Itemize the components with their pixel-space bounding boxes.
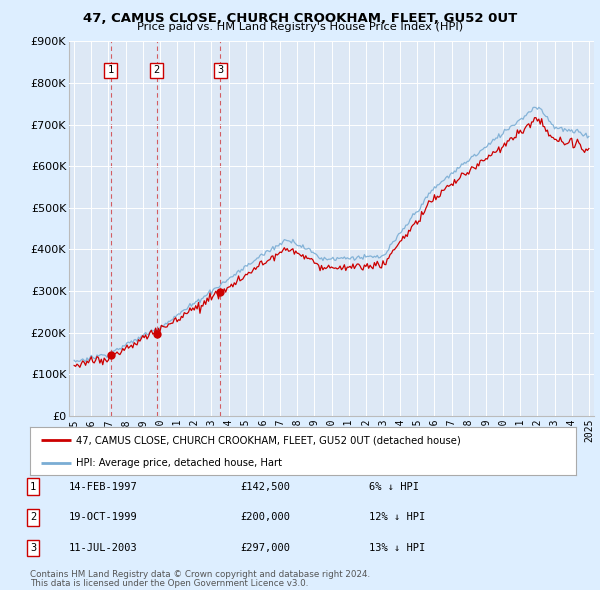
Text: £142,500: £142,500	[240, 482, 290, 491]
Text: 6% ↓ HPI: 6% ↓ HPI	[369, 482, 419, 491]
Text: 14-FEB-1997: 14-FEB-1997	[69, 482, 138, 491]
Text: This data is licensed under the Open Government Licence v3.0.: This data is licensed under the Open Gov…	[30, 579, 308, 588]
Text: 47, CAMUS CLOSE, CHURCH CROOKHAM, FLEET, GU52 0UT (detached house): 47, CAMUS CLOSE, CHURCH CROOKHAM, FLEET,…	[76, 435, 461, 445]
Text: 47, CAMUS CLOSE, CHURCH CROOKHAM, FLEET, GU52 0UT: 47, CAMUS CLOSE, CHURCH CROOKHAM, FLEET,…	[83, 12, 517, 25]
Text: HPI: Average price, detached house, Hart: HPI: Average price, detached house, Hart	[76, 458, 283, 468]
Text: Contains HM Land Registry data © Crown copyright and database right 2024.: Contains HM Land Registry data © Crown c…	[30, 571, 370, 579]
Text: 1: 1	[107, 65, 113, 76]
Text: 2: 2	[30, 513, 36, 522]
Text: £297,000: £297,000	[240, 543, 290, 553]
Text: 3: 3	[217, 65, 224, 76]
Text: 19-OCT-1999: 19-OCT-1999	[69, 513, 138, 522]
Text: 1: 1	[30, 482, 36, 491]
Text: 13% ↓ HPI: 13% ↓ HPI	[369, 543, 425, 553]
Text: Price paid vs. HM Land Registry's House Price Index (HPI): Price paid vs. HM Land Registry's House …	[137, 22, 463, 32]
Text: 2: 2	[154, 65, 160, 76]
Text: £200,000: £200,000	[240, 513, 290, 522]
Text: 12% ↓ HPI: 12% ↓ HPI	[369, 513, 425, 522]
Text: 3: 3	[30, 543, 36, 553]
Text: 11-JUL-2003: 11-JUL-2003	[69, 543, 138, 553]
